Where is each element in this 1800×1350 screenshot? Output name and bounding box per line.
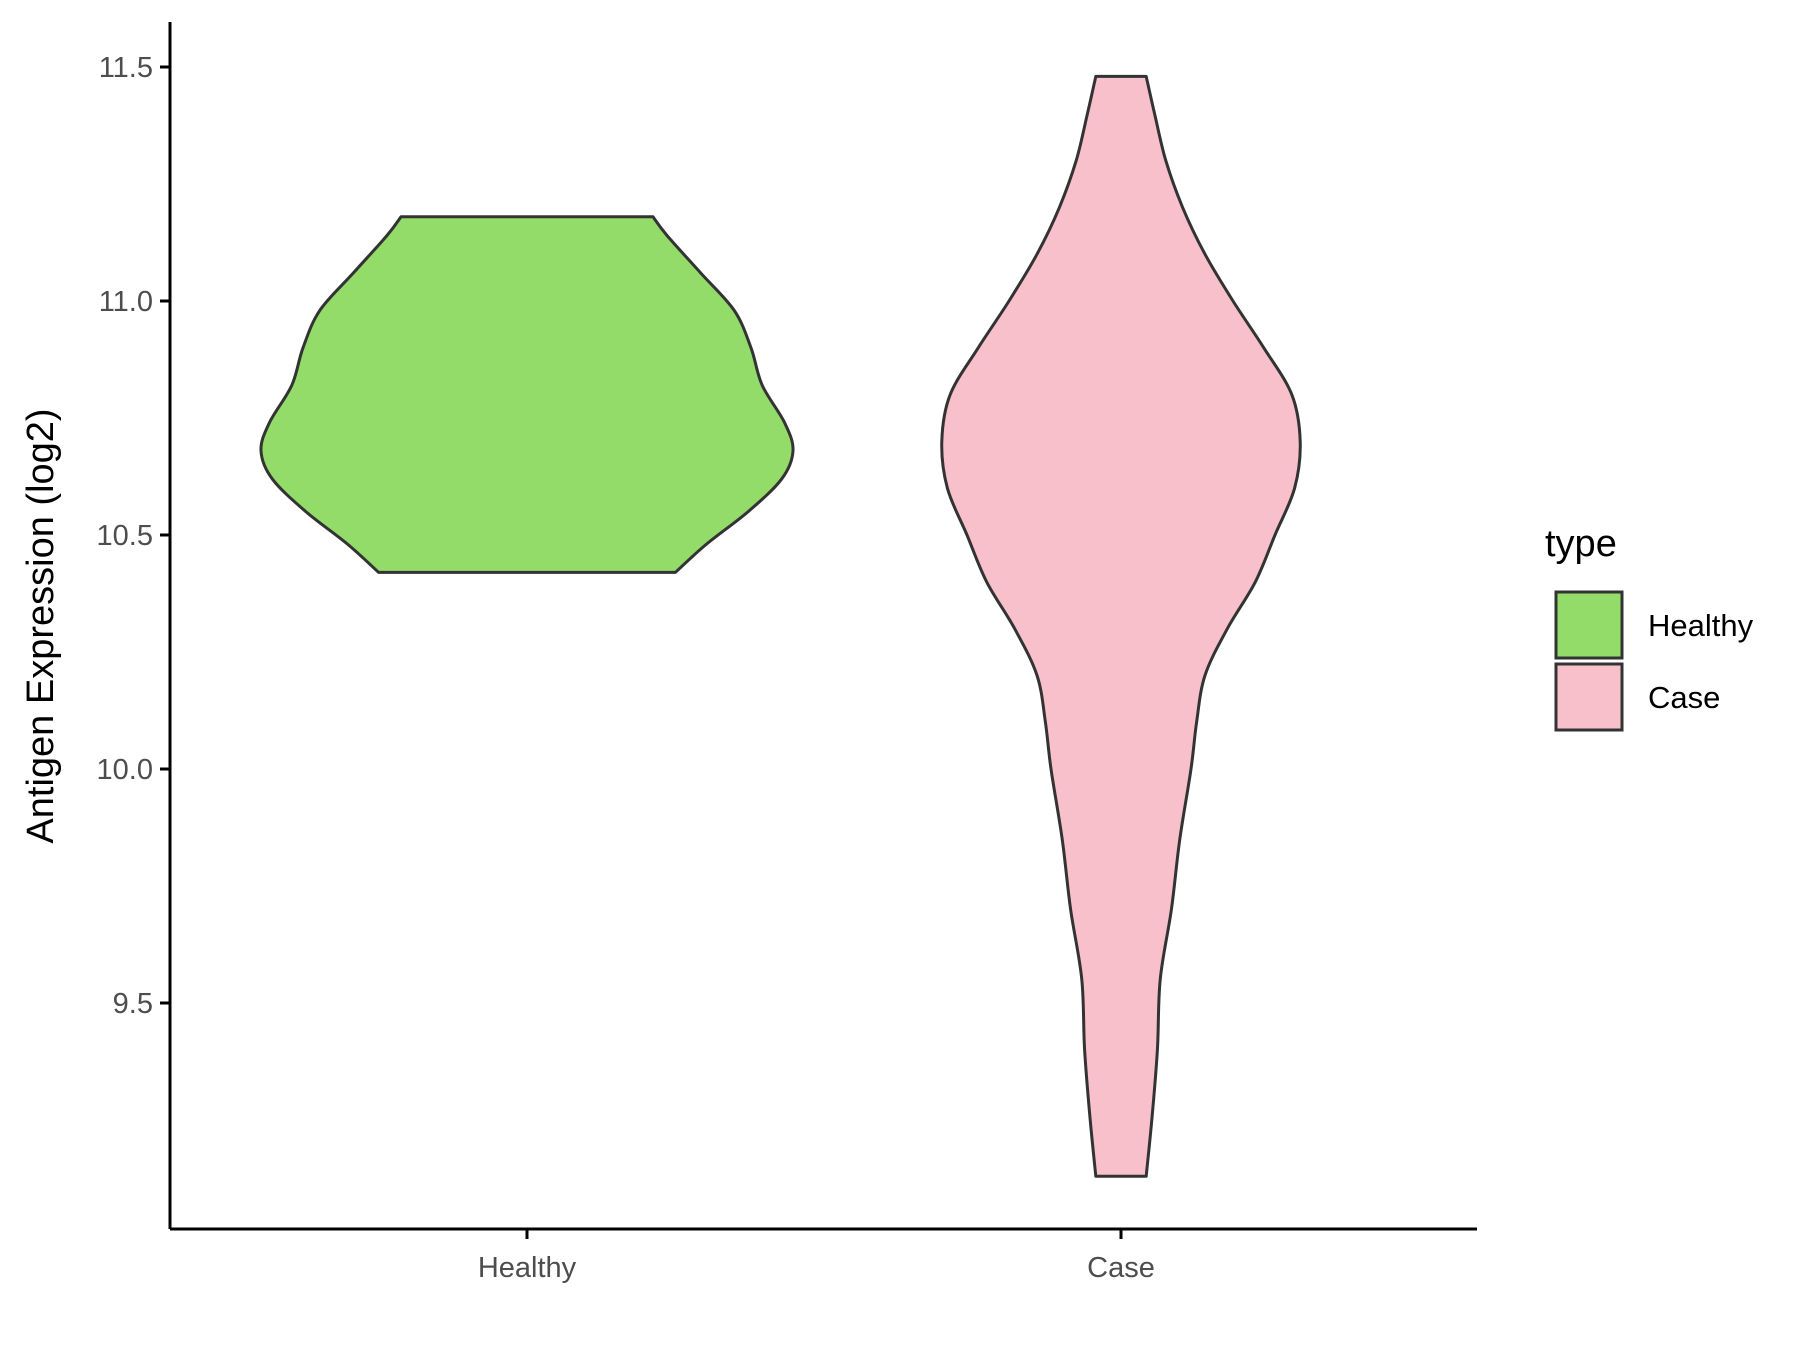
y-tick-label: 10.0 [97, 754, 153, 786]
legend-title: type [1545, 523, 1617, 565]
x-tick-label: Healthy [478, 1252, 577, 1284]
x-ticks: Healthy Case [478, 1229, 1155, 1284]
y-tick-label: 11.0 [99, 286, 153, 318]
legend-swatch-case [1554, 662, 1624, 732]
legend-items: Healthy Case [1554, 590, 1754, 732]
y-tick-label: 9.5 [113, 988, 153, 1020]
legend-label-healthy: Healthy [1648, 608, 1754, 643]
violin-healthy [259, 215, 795, 574]
x-tick-label: Case [1087, 1252, 1155, 1284]
y-axis-title: Antigen Expression (log2) [20, 408, 62, 843]
legend-label-case: Case [1648, 680, 1720, 715]
y-tick-label: 10.5 [97, 520, 153, 552]
y-tick-label: 11.5 [99, 52, 153, 84]
legend: type Healthy Case [1545, 523, 1754, 732]
violin-case [940, 74, 1302, 1178]
axes-layer: 9.5 10.0 10.5 11.0 11.5 Healthy Case [97, 22, 1477, 1284]
y-ticks: 9.5 10.0 10.5 11.0 11.5 [97, 52, 170, 1020]
legend-swatch-healthy [1554, 590, 1624, 660]
violins-layer [259, 74, 1302, 1178]
